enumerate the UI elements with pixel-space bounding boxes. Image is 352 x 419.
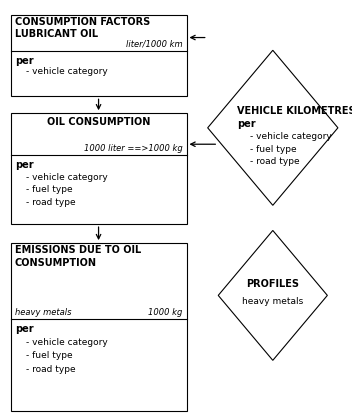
Text: - fuel type: - fuel type <box>26 186 73 194</box>
Text: - fuel type: - fuel type <box>26 351 73 360</box>
Text: per: per <box>15 324 33 334</box>
Text: - road type: - road type <box>250 157 300 166</box>
Text: per: per <box>15 160 33 171</box>
Text: - fuel type: - fuel type <box>250 145 297 154</box>
Bar <box>11 15 187 96</box>
Text: CONSUMPTION FACTORS: CONSUMPTION FACTORS <box>15 17 150 27</box>
Text: EMISSIONS DUE TO OIL: EMISSIONS DUE TO OIL <box>15 245 141 255</box>
Text: - vehicle category: - vehicle category <box>26 338 108 347</box>
Text: 1000 kg: 1000 kg <box>148 308 182 317</box>
Text: PROFILES: PROFILES <box>246 279 299 289</box>
Text: heavy metals: heavy metals <box>15 308 71 317</box>
Text: - road type: - road type <box>26 365 76 373</box>
Text: per: per <box>237 119 256 129</box>
Polygon shape <box>208 50 338 205</box>
Text: CONSUMPTION: CONSUMPTION <box>15 258 97 268</box>
Text: - vehicle category: - vehicle category <box>26 67 108 76</box>
Text: - road type: - road type <box>26 198 76 207</box>
Text: liter/1000 km: liter/1000 km <box>126 39 182 48</box>
Text: 1000 liter ==>1000 kg: 1000 liter ==>1000 kg <box>83 144 182 153</box>
Text: OIL CONSUMPTION: OIL CONSUMPTION <box>47 117 150 127</box>
Polygon shape <box>218 230 327 360</box>
Text: heavy metals: heavy metals <box>242 297 303 306</box>
Text: per: per <box>15 56 33 66</box>
Bar <box>11 243 187 411</box>
Text: - vehicle category: - vehicle category <box>26 173 108 182</box>
Text: - vehicle category: - vehicle category <box>250 132 332 141</box>
Text: VEHICLE KILOMETRES: VEHICLE KILOMETRES <box>237 106 352 116</box>
Bar <box>11 113 187 224</box>
Text: LUBRICANT OIL: LUBRICANT OIL <box>15 29 98 39</box>
